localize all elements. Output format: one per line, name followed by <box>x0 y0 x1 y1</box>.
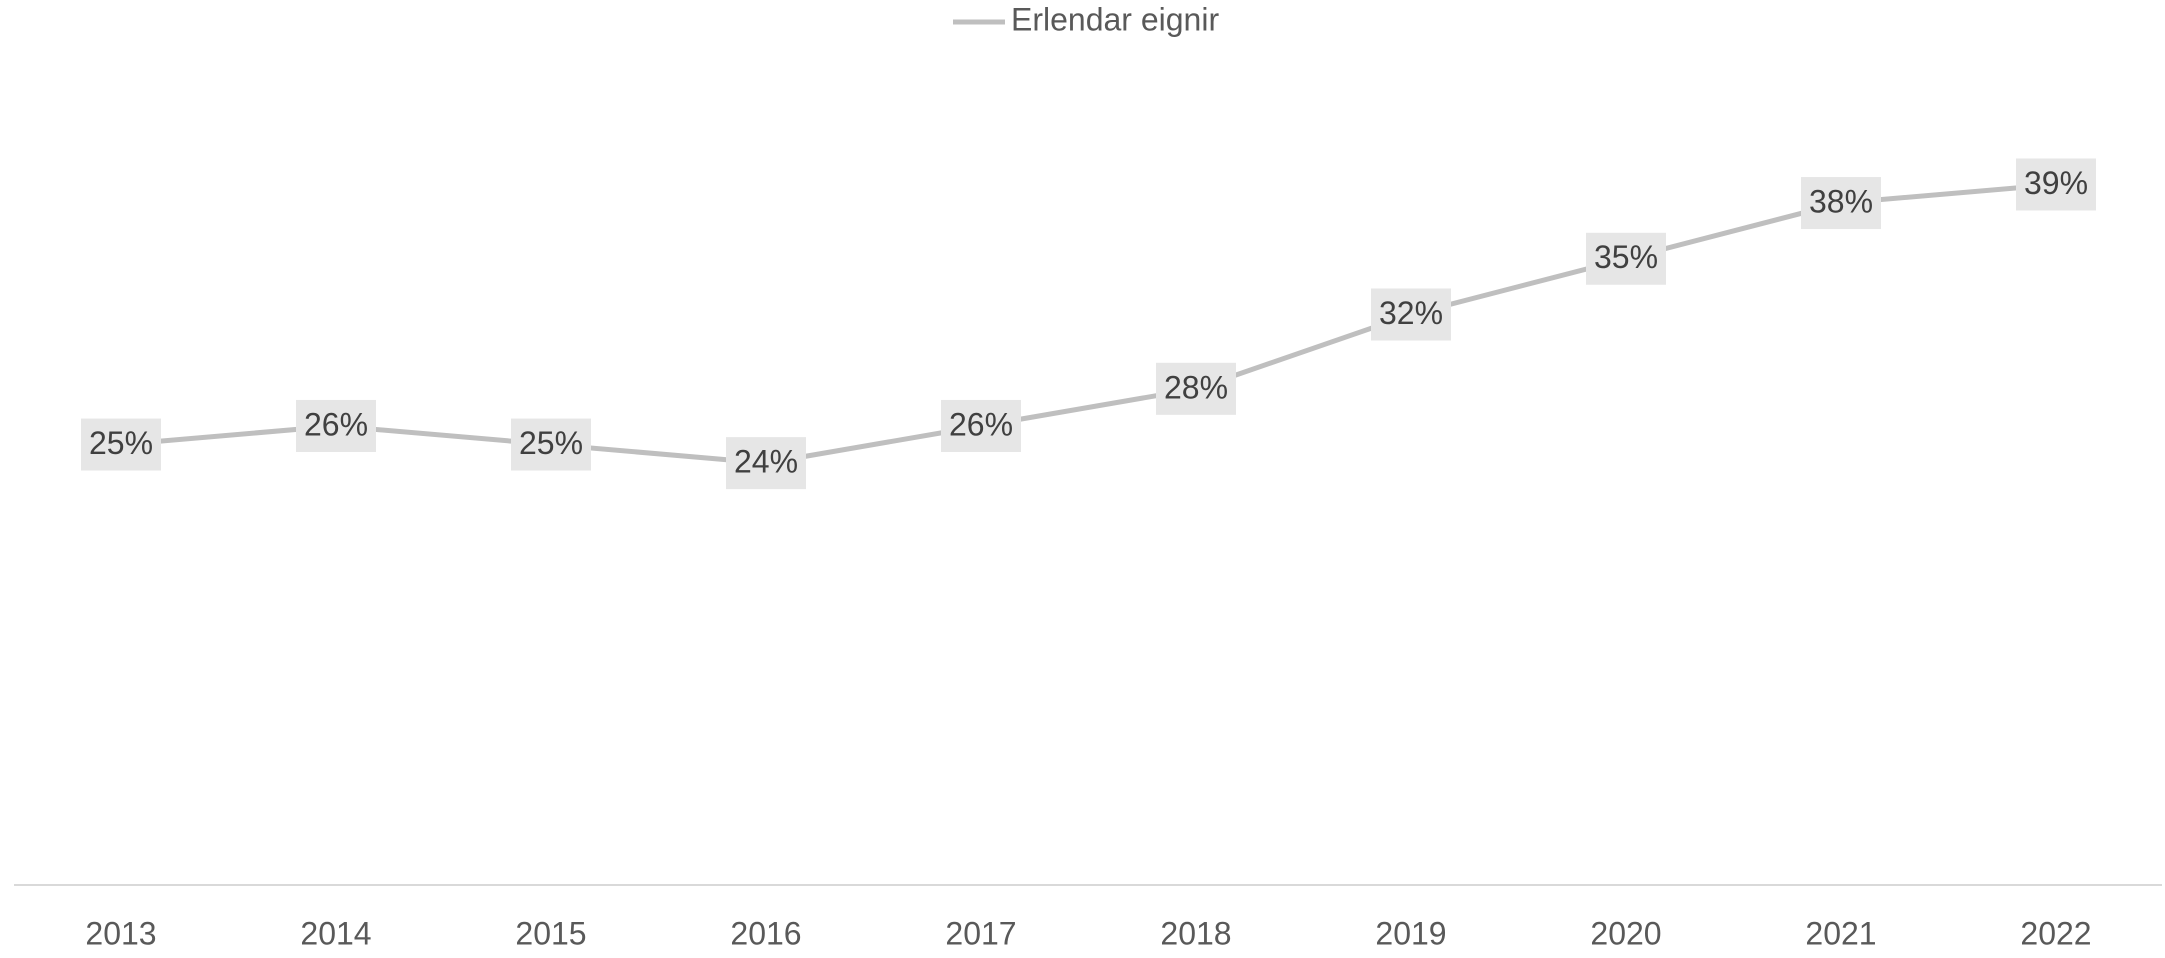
data-label: 32% <box>1379 295 1443 331</box>
x-tick-label: 2013 <box>85 915 156 951</box>
x-tick-label: 2017 <box>945 915 1016 951</box>
data-label-bg <box>726 437 806 490</box>
data-label: 24% <box>734 444 798 480</box>
data-label: 25% <box>519 425 583 461</box>
x-tick-label: 2019 <box>1375 915 1446 951</box>
data-label-bg <box>2016 158 2096 211</box>
data-label: 39% <box>2024 165 2088 201</box>
x-tick-label: 2021 <box>1805 915 1876 951</box>
data-label: 35% <box>1594 239 1658 275</box>
x-tick-label: 2015 <box>515 915 586 951</box>
data-label: 28% <box>1164 369 1228 405</box>
x-tick-label: 2020 <box>1590 915 1661 951</box>
data-label-bg <box>296 399 376 452</box>
x-tick-label: 2018 <box>1160 915 1231 951</box>
legend-label: Erlendar eignir <box>1011 1 1219 37</box>
data-label-bg <box>81 418 161 471</box>
data-label-bg <box>1371 288 1451 341</box>
data-label-bg <box>511 418 591 471</box>
data-label-bg <box>1586 232 1666 285</box>
data-label-bg <box>1156 362 1236 415</box>
data-label-bg <box>1801 177 1881 230</box>
data-label: 26% <box>949 406 1013 442</box>
x-tick-label: 2016 <box>730 915 801 951</box>
data-label: 26% <box>304 406 368 442</box>
series-line <box>120 181 2057 466</box>
data-label-bg <box>941 399 1021 452</box>
data-label: 25% <box>89 425 153 461</box>
data-label: 38% <box>1809 183 1873 219</box>
x-tick-label: 2022 <box>2020 915 2091 951</box>
x-tick-label: 2014 <box>300 915 371 951</box>
